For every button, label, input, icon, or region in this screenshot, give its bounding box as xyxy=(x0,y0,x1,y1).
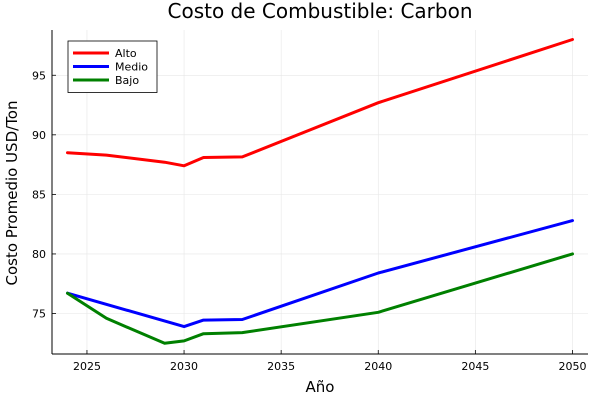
series-line-alto xyxy=(66,38,574,168)
legend-label-medio: Medio xyxy=(115,61,148,74)
y-tick-label: 85 xyxy=(32,188,46,201)
x-tick-label: 2050 xyxy=(558,360,586,373)
axes xyxy=(51,30,588,355)
tick-labels: 2025 2030 2035 2040 2045 2050 75 80 85 90 95 xyxy=(32,69,586,373)
y-axis-title: Costo Promedio USD/Ton xyxy=(3,101,21,286)
x-tick-label: 2035 xyxy=(267,360,295,373)
y-tick-label: 75 xyxy=(32,308,46,321)
series-line-bajo xyxy=(66,252,574,345)
x-tick-label: 2040 xyxy=(364,360,392,373)
x-tick-label: 2030 xyxy=(170,360,198,373)
series-lines xyxy=(66,38,574,345)
grid xyxy=(52,30,588,354)
y-tick-label: 95 xyxy=(32,69,46,82)
y-tick-label: 90 xyxy=(32,129,46,142)
series-line-medio xyxy=(66,219,574,329)
x-tick-label: 2045 xyxy=(461,360,489,373)
x-tick-label: 2025 xyxy=(73,360,101,373)
legend-label-bajo: Bajo xyxy=(115,74,139,87)
x-axis-title: Año xyxy=(306,378,335,396)
chart-title: Costo de Combustible: Carbon xyxy=(168,0,473,23)
y-tick-label: 80 xyxy=(32,248,46,261)
legend-label-alto: Alto xyxy=(115,47,137,60)
